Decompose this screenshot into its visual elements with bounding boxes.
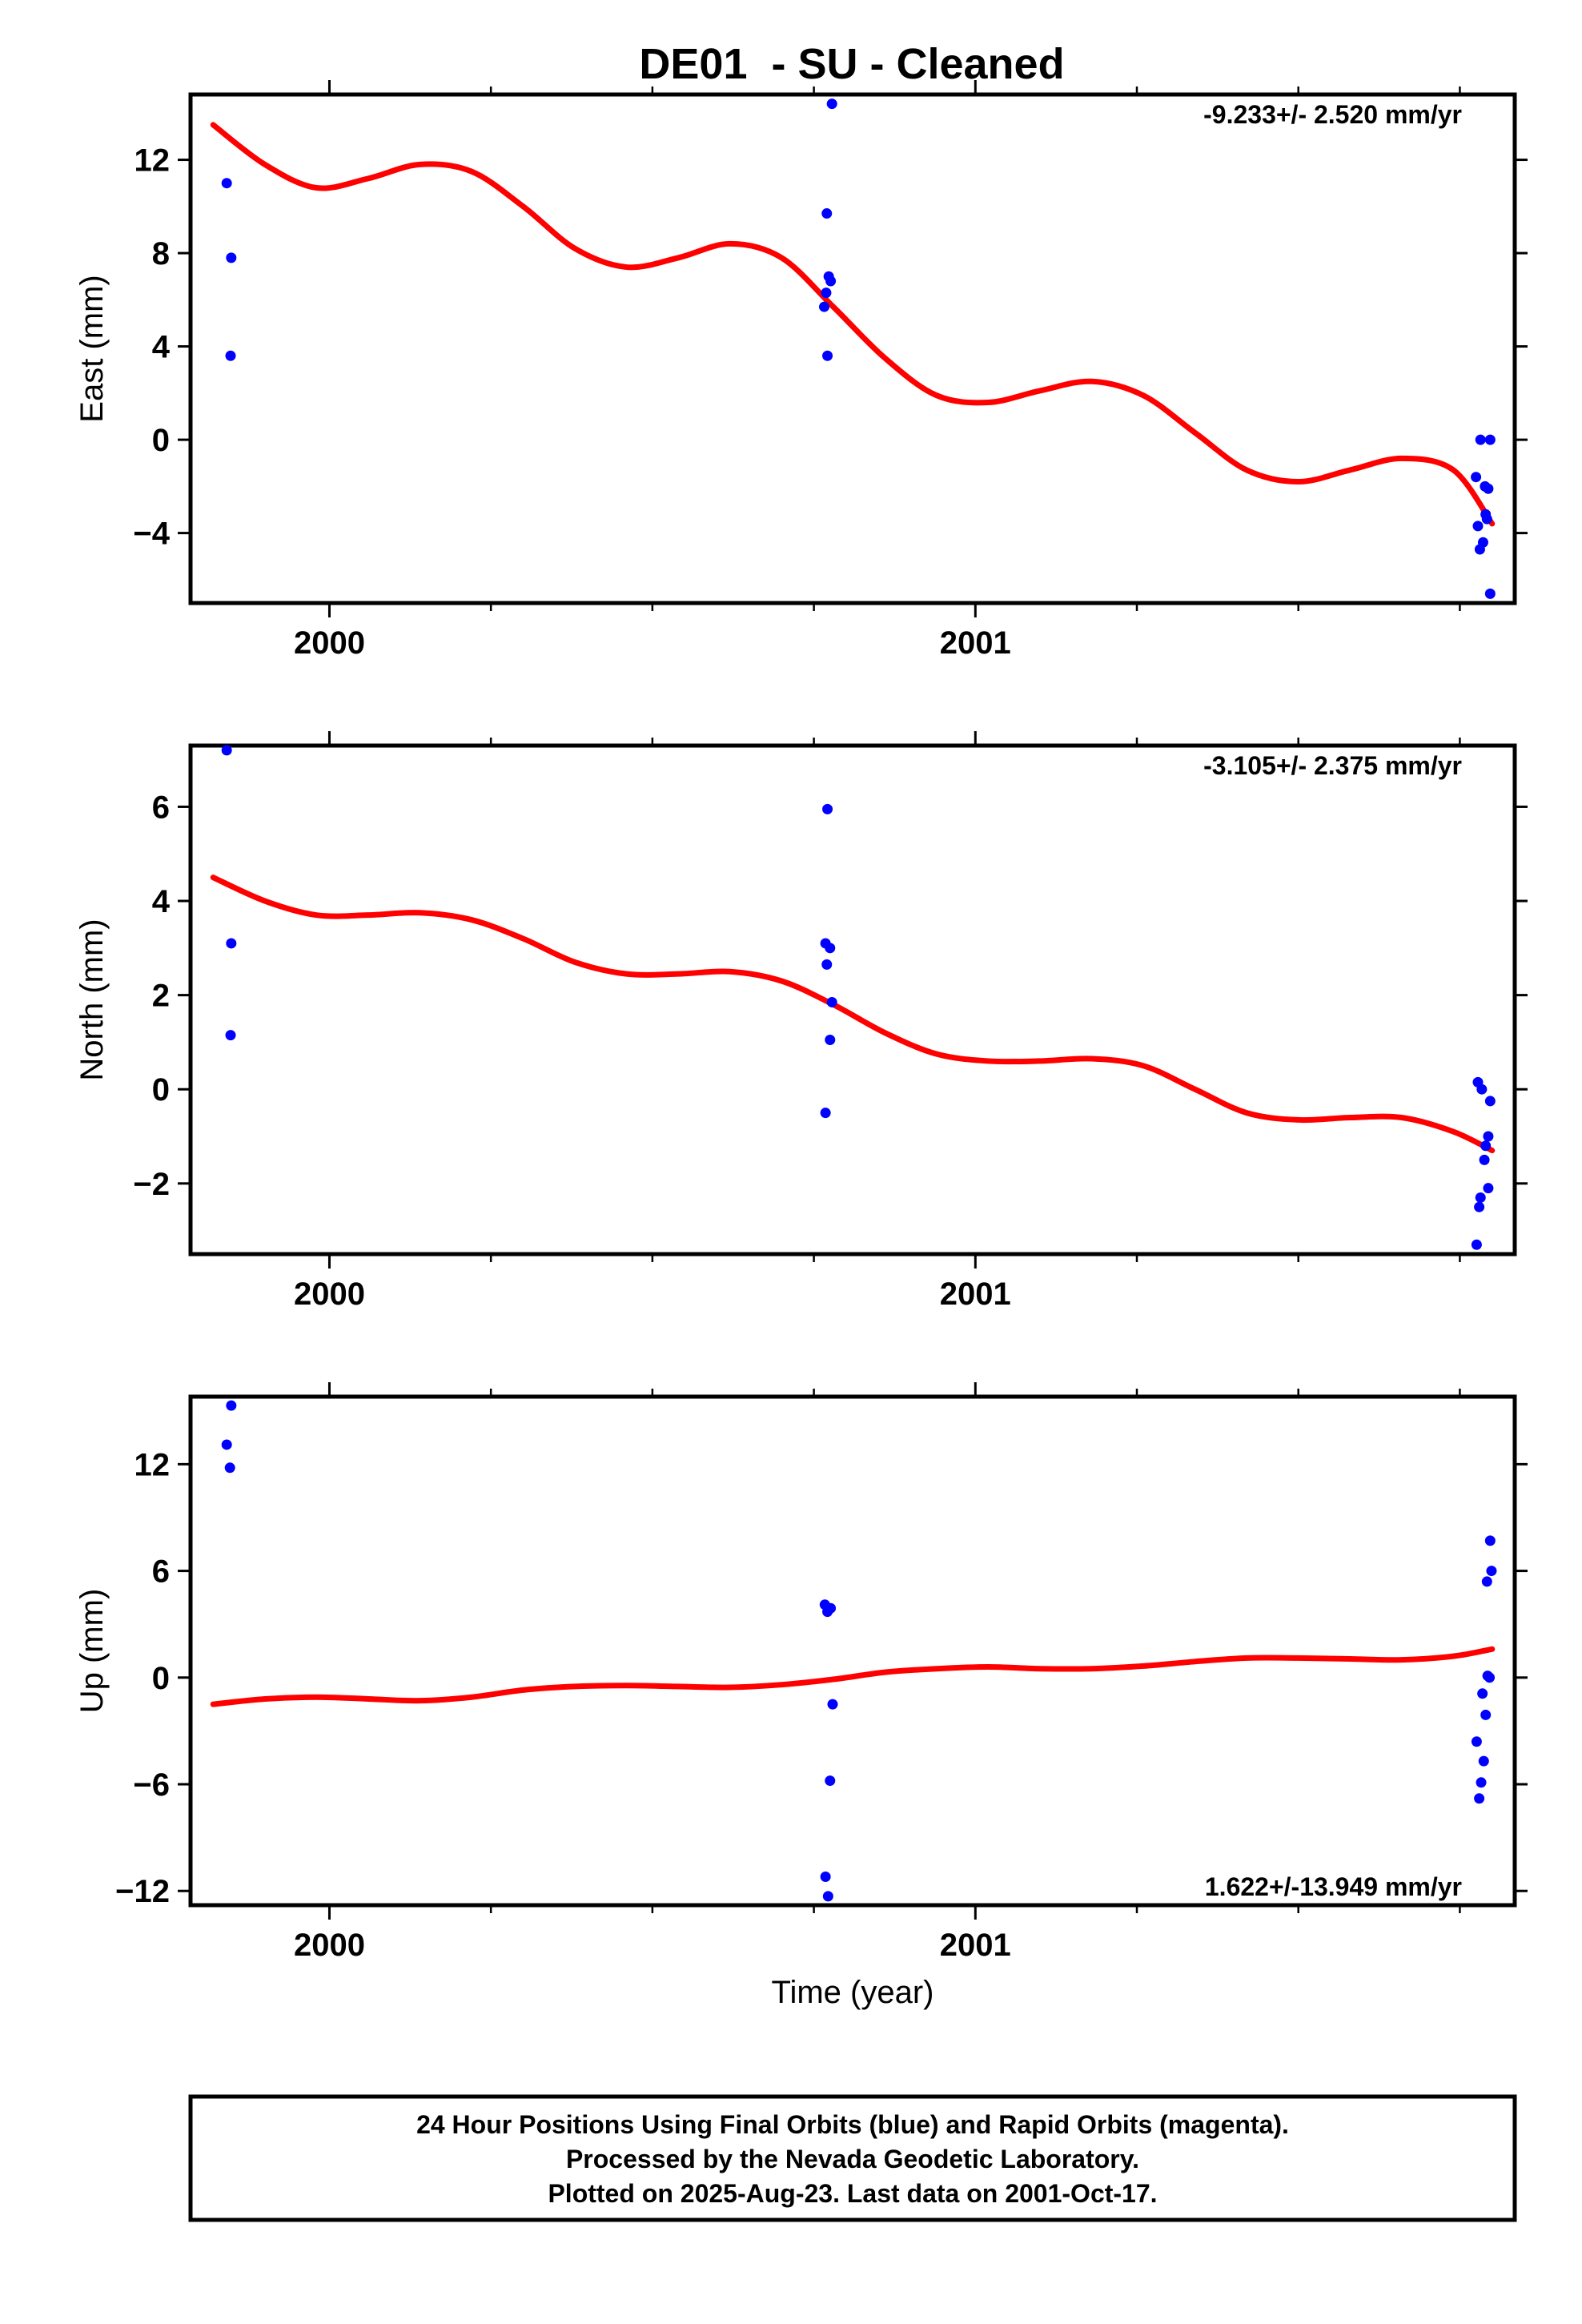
data-point [1481,513,1492,525]
data-point [1471,1736,1482,1747]
data-point [822,350,833,361]
x-tick-label: 2000 [294,1277,365,1312]
y-tick-label: −6 [133,1767,170,1803]
data-point [1483,1183,1494,1194]
data-point [1475,1192,1486,1203]
y-tick-label: −4 [133,517,170,552]
data-point [826,996,837,1007]
data-point [825,1775,836,1787]
data-point [1478,1755,1489,1767]
data-point [1474,1793,1485,1804]
data-point [825,943,836,954]
data-point [1479,1154,1490,1165]
figure-title: DE01 - SU - Cleaned [639,40,1064,88]
y-tick-label: −12 [115,1874,170,1909]
rate-annotation: 1.622+/-13.949 mm/yr [1205,1872,1462,1901]
data-point [221,1439,232,1450]
y-tick-label: −2 [133,1167,170,1202]
plot-frame [188,743,1517,1256]
data-point [1475,434,1486,445]
x-tick-label: 2000 [294,625,365,661]
fit-curve [210,122,1496,527]
y-tick-label: 0 [152,423,170,458]
y-tick-label: 4 [152,884,171,919]
footer-box: 24 Hour Positions Using Final Orbits (bl… [188,2094,1517,2222]
data-point [221,745,232,756]
data-point [1480,1709,1492,1720]
data-point [1474,1201,1485,1212]
data-point [821,287,832,299]
data-point [226,938,237,949]
data-point [226,1400,237,1411]
data-point [1481,1576,1492,1587]
up-panel: −12 −6 0 6 12 2000 2001 Up (mm) Time (year) 1.622… [74,1382,1528,2010]
data-point [1484,1535,1496,1546]
data-point [1471,472,1482,483]
y-tick-label: 12 [135,1447,171,1482]
data-point [825,1602,837,1614]
fit-curve [210,1646,1496,1707]
data-point [1484,588,1496,599]
y-tick-label: 6 [152,1554,170,1590]
y-tick-label: 4 [152,330,171,365]
data-point [1477,1688,1488,1699]
data-point [226,252,237,263]
data-point [825,275,837,287]
data-point [822,1891,833,1902]
data-point [820,1871,831,1882]
rate-annotation: -3.105+/- 2.375 mm/yr [1203,751,1462,780]
north-panel: −2 0 2 4 6 2000 2001 North (mm) -3.105+/- 2.375 … [74,731,1528,1312]
data-point [225,1030,236,1041]
data-point [1474,544,1485,555]
fit-curve [210,875,1496,1154]
data-point [1484,1672,1496,1683]
data-point [1471,1239,1482,1250]
data-point [821,959,833,970]
data-point [1484,1096,1496,1107]
plot-frame [188,1394,1517,1908]
plot-frame [188,92,1517,605]
y-tick-label: 0 [152,1072,170,1108]
y-axis-label: Up (mm) [74,1589,110,1714]
y-tick-label: 12 [135,143,171,179]
footer-line-3: Plotted on 2025-Aug-23. Last data on 200… [548,2179,1157,2208]
data-point [1480,1140,1492,1152]
x-axis-label: Time (year) [772,1975,934,2010]
y-tick-label: 8 [152,236,170,271]
y-axis-label: East (mm) [74,275,110,422]
x-tick-label: 2001 [940,1928,1011,1963]
data-point [1486,1566,1497,1577]
data-point [1484,434,1496,445]
y-tick-label: 0 [152,1661,170,1696]
footer-border [188,2094,1517,2222]
data-point [818,301,829,312]
y-tick-label: 2 [152,979,170,1014]
data-point [827,1699,838,1710]
data-point [225,350,236,361]
data-point [822,803,833,814]
data-point [825,1034,836,1045]
data-point [1483,483,1494,494]
data-point [224,1462,235,1474]
data-point [820,1108,831,1119]
data-point [1476,1084,1488,1095]
data-point [1472,521,1484,532]
data-point [821,208,833,219]
x-tick-label: 2001 [940,1277,1011,1312]
data-point [221,178,232,189]
y-tick-label: 6 [152,790,170,825]
east-panel: −4 0 4 8 12 2000 2001 East (mm) -9.233+/- 2.520 … [74,80,1528,661]
data-point [1483,1131,1494,1142]
x-tick-label: 2001 [940,625,1011,661]
data-point [826,99,837,110]
data-point [1476,1777,1487,1788]
rate-annotation: -9.233+/- 2.520 mm/yr [1203,100,1462,129]
x-tick-label: 2000 [294,1928,365,1963]
footer-line-2: Processed by the Nevada Geodetic Laborat… [566,2145,1139,2173]
y-axis-label: North (mm) [74,919,110,1080]
footer-line-1: 24 Hour Positions Using Final Orbits (bl… [416,2110,1289,2139]
